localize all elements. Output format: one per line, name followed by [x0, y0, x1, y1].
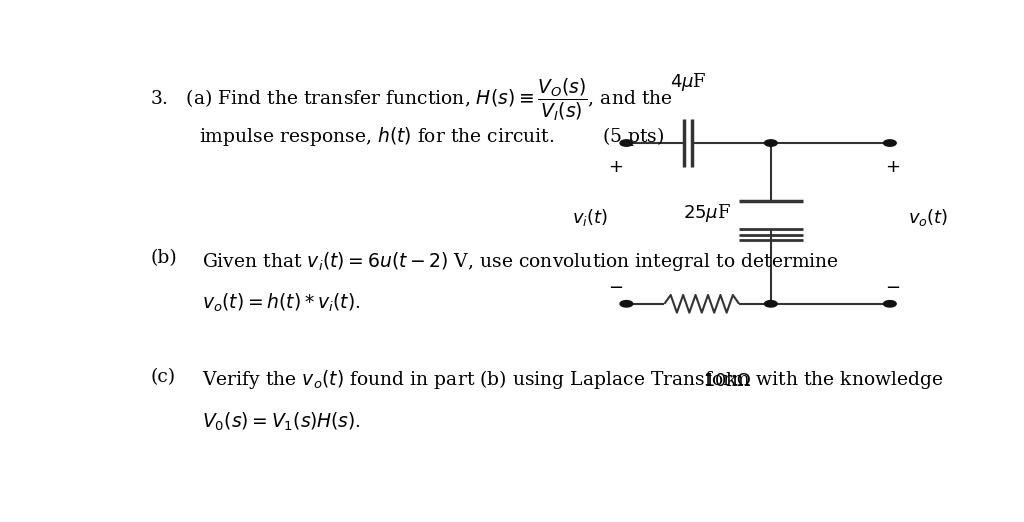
- Text: $-$: $-$: [607, 277, 623, 295]
- Text: (b): (b): [151, 250, 177, 268]
- Text: $10$k$\Omega$: $10$k$\Omega$: [702, 372, 752, 390]
- Circle shape: [621, 301, 633, 307]
- Text: $v_o(t) = h(t) * v_i(t)$.: $v_o(t) = h(t) * v_i(t)$.: [202, 292, 360, 314]
- Text: 3.   (a) Find the transfer function, $H(s) \equiv \dfrac{V_O(s)}{V_I(s)}$, and t: 3. (a) Find the transfer function, $H(s)…: [151, 77, 673, 123]
- Text: $v_i(t)$: $v_i(t)$: [572, 207, 608, 228]
- Text: $v_o(t)$: $v_o(t)$: [908, 207, 948, 228]
- Text: $V_0(s) = V_1(s)H(s)$.: $V_0(s) = V_1(s)H(s)$.: [202, 410, 360, 433]
- Circle shape: [884, 301, 896, 307]
- Circle shape: [884, 140, 896, 146]
- Text: (c): (c): [151, 368, 175, 386]
- Text: $-$: $-$: [885, 277, 900, 295]
- Circle shape: [765, 140, 777, 146]
- Circle shape: [765, 301, 777, 307]
- Text: Verify the $v_o(t)$ found in part (b) using Laplace Transform with the knowledge: Verify the $v_o(t)$ found in part (b) us…: [202, 368, 943, 391]
- Text: impulse response, $h(t)$ for the circuit.        (5 pts): impulse response, $h(t)$ for the circuit…: [200, 125, 665, 148]
- Text: $+$: $+$: [607, 158, 623, 176]
- Text: $4\mu$F: $4\mu$F: [670, 70, 707, 93]
- Circle shape: [621, 140, 633, 146]
- Text: $25\mu$F: $25\mu$F: [683, 203, 731, 224]
- Text: Given that $v_i(t) = 6u(t-2)$ V, use convolution integral to determine: Given that $v_i(t) = 6u(t-2)$ V, use con…: [202, 250, 839, 272]
- Text: $+$: $+$: [885, 158, 900, 176]
